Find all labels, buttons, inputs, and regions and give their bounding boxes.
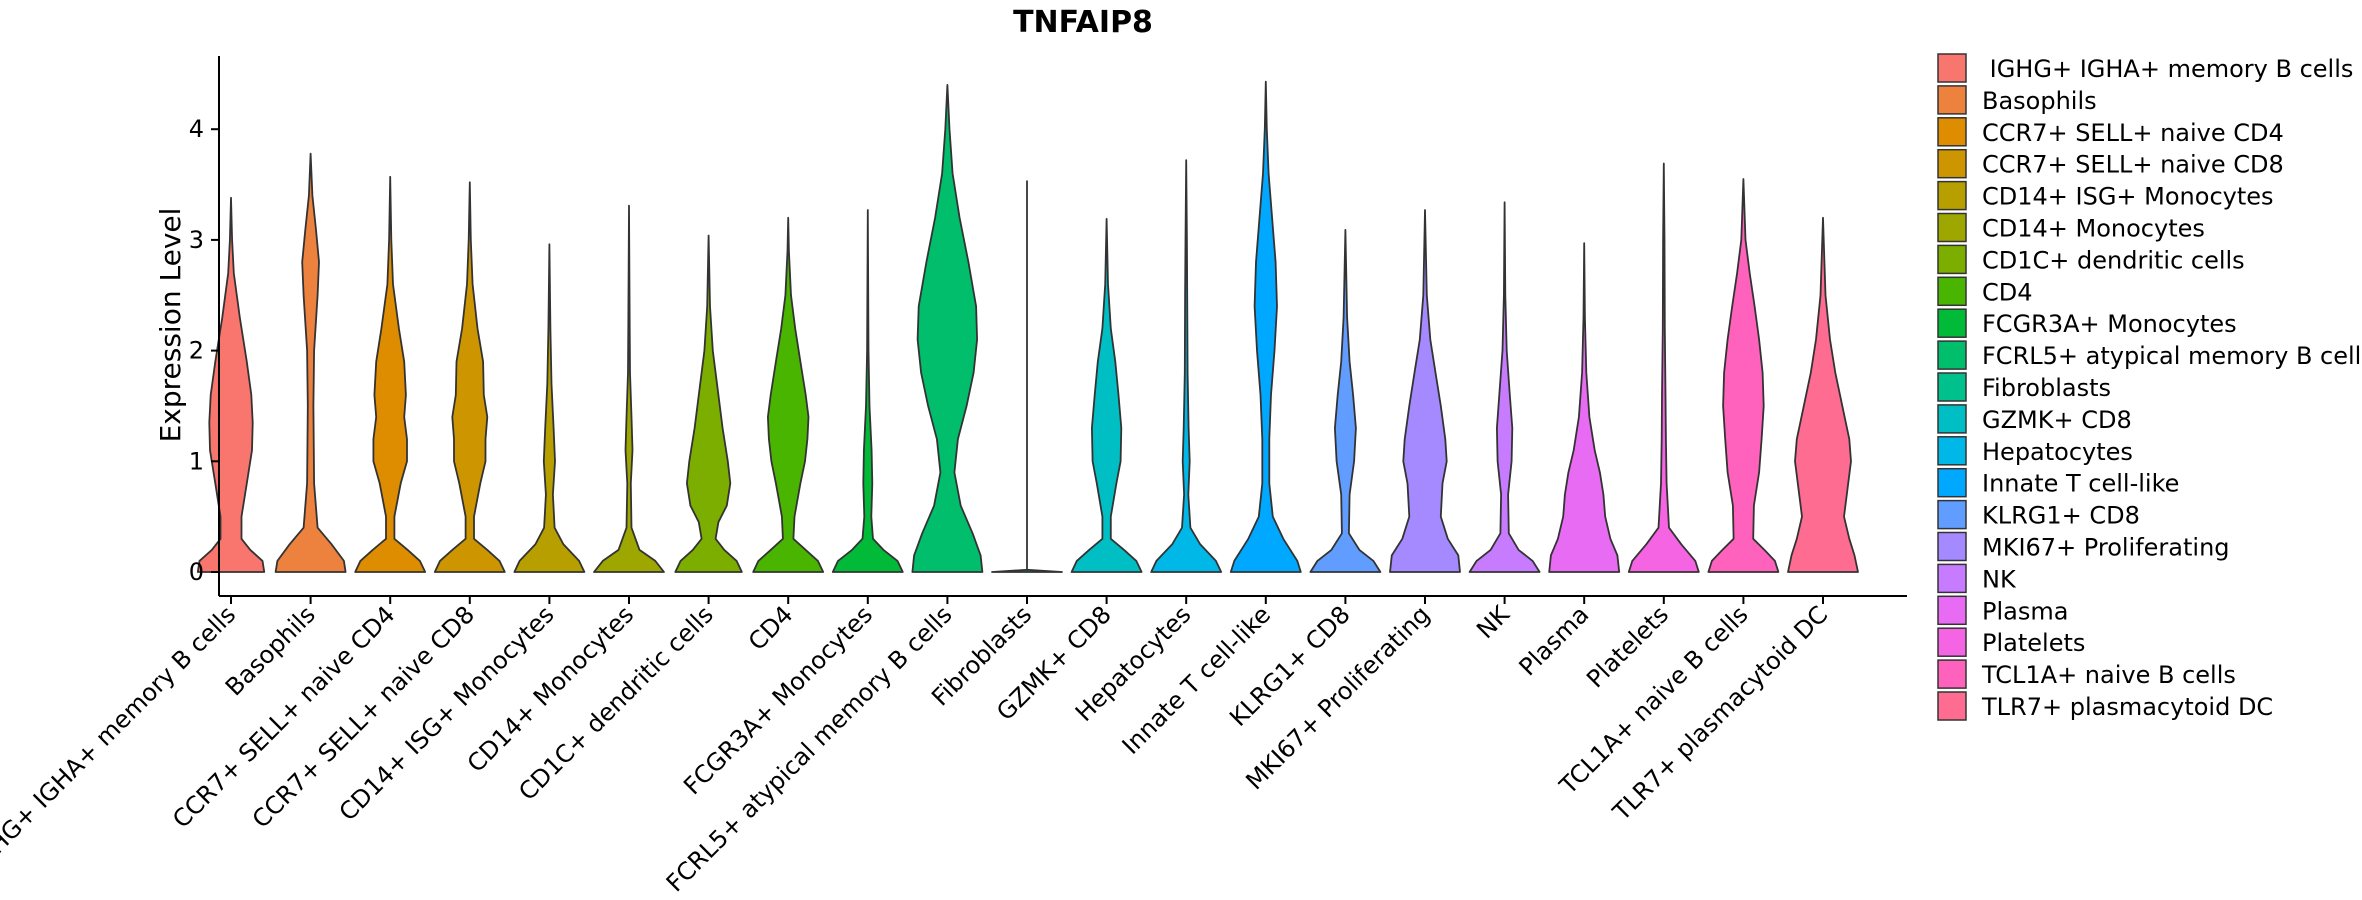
violin-ccr7-sell-naive-cd8 — [433, 181, 506, 573]
legend-swatch — [1937, 85, 1967, 115]
legend-swatch — [1937, 627, 1967, 657]
violin-fcgr3a-monocytes — [831, 209, 904, 573]
y-tick-label: 1 — [189, 447, 204, 475]
violin-tcl1a-naive-b-cells — [1707, 178, 1780, 573]
violin-fcrl5-atypical-memory-b-cells — [911, 84, 984, 573]
legend-swatch — [1937, 436, 1967, 466]
legend-label: IGHG+ IGHA+ memory B cells — [1982, 55, 2353, 83]
x-tick-label: Innate T cell-like — [1117, 600, 1276, 759]
chart-title: TNFAIP8 — [1013, 5, 1153, 40]
legend-label: Hepatocytes — [1982, 438, 2133, 466]
legend-label: FCRL5+ atypical memory B cells — [1982, 342, 2362, 370]
legend-swatch — [1937, 467, 1967, 498]
legend-swatch — [1937, 691, 1967, 721]
legend-swatch — [1937, 117, 1967, 147]
violin-ccr7-sell-naive-cd4 — [354, 175, 427, 573]
legend-swatch — [1937, 148, 1967, 179]
legend-label: KLRG1+ CD8 — [1982, 502, 2140, 530]
x-tick-label: Plasma — [1514, 600, 1595, 681]
legend-swatch — [1937, 244, 1967, 275]
violin-basophils — [274, 152, 347, 573]
y-tick-label: 0 — [189, 558, 204, 586]
legend-swatch — [1937, 531, 1967, 562]
y-ticks-group: 0 1 2 3 4 — [189, 115, 219, 586]
violin-cd14-monocytes — [593, 204, 665, 573]
violin-cd1c-dendritic-cells — [674, 234, 743, 573]
legend-label: Basophils — [1982, 87, 2097, 115]
legend-label: CD14+ ISG+ Monocytes — [1982, 183, 2274, 211]
legend-swatch — [1937, 180, 1967, 211]
y-tick-label: 4 — [189, 115, 204, 143]
violin-fibroblasts — [991, 180, 1063, 573]
legend-swatch — [1937, 53, 1967, 83]
violin-ighg-igha-memory-b-cells — [196, 196, 266, 573]
legend-label: CD14+ Monocytes — [1982, 215, 2205, 243]
violin-nk — [1468, 201, 1541, 573]
legend-label: TLR7+ plasmacytoid DC — [1981, 693, 2273, 721]
legend-swatch — [1937, 212, 1967, 243]
violin-cd4 — [752, 216, 825, 573]
x-tick-label: CD4 — [743, 600, 799, 656]
axes-group — [218, 56, 1907, 597]
violin-mki67-proliferating — [1389, 209, 1461, 573]
legend-swatch — [1937, 595, 1967, 626]
x-tick-label: NK — [1471, 600, 1516, 645]
violins-group — [196, 80, 1859, 573]
legend: IGHG+ IGHA+ memory B cells Basophils CCR7+… — [1937, 53, 2362, 721]
legend-label: GZMK+ CD8 — [1982, 406, 2132, 434]
legend-swatch — [1937, 563, 1967, 594]
legend-swatch — [1937, 404, 1967, 434]
legend-label: CD1C+ dendritic cells — [1982, 246, 2245, 274]
x-tick-label: IGHG+ IGHA+ memory B cells — [0, 600, 241, 877]
violin-tlr7-plasmacytoid-dc — [1787, 216, 1859, 573]
violin-gzmk-cd8 — [1070, 218, 1143, 573]
legend-label: FCGR3A+ Monocytes — [1982, 310, 2237, 338]
violin-innate-t-cell-like — [1229, 80, 1302, 573]
legend-swatch — [1937, 340, 1967, 370]
y-tick-label: 3 — [189, 226, 204, 254]
legend-swatch — [1937, 276, 1967, 307]
legend-label: MKI67+ Proliferating — [1982, 534, 2230, 562]
legend-label: Innate T cell-like — [1982, 470, 2179, 498]
legend-label: Fibroblasts — [1982, 374, 2111, 402]
legend-label: Platelets — [1982, 629, 2085, 657]
x-ticks-group: IGHG+ IGHA+ memory B cellsBasophilsCCR7+… — [0, 596, 1833, 897]
legend-swatch — [1937, 499, 1967, 530]
y-tick-label: 2 — [189, 337, 204, 365]
legend-label: Plasma — [1982, 597, 2068, 625]
legend-swatch — [1937, 308, 1967, 338]
legend-label: CCR7+ SELL+ naive CD4 — [1982, 119, 2284, 147]
legend-label: CCR7+ SELL+ naive CD8 — [1982, 151, 2284, 179]
y-axis-label: Expression Level — [154, 208, 187, 443]
violin-hepatocytes — [1150, 159, 1223, 573]
violin-plasma — [1548, 242, 1621, 573]
legend-label: TCL1A+ naive B cells — [1981, 661, 2236, 689]
legend-swatch — [1937, 659, 1967, 689]
legend-label: NK — [1982, 565, 2017, 593]
violin-klrg1-cd8 — [1309, 229, 1382, 573]
legend-label: CD4 — [1982, 278, 2033, 306]
violin-cd14-isg-monocytes — [513, 243, 586, 573]
violin-platelets — [1627, 162, 1700, 573]
legend-swatch — [1937, 372, 1967, 402]
x-tick-label: FCRL5+ atypical memory B cells — [661, 600, 958, 897]
